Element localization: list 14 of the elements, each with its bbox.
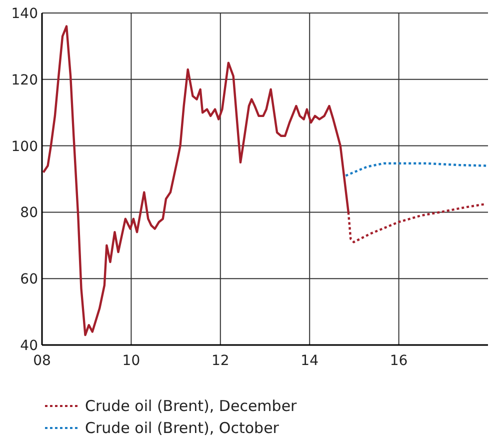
x-tick-label: 12	[211, 353, 230, 369]
legend-label: Crude oil (Brent), October	[85, 419, 280, 437]
x-tick-label: 08	[33, 353, 51, 369]
y-tick-label: 120	[11, 72, 38, 88]
legend-label: Crude oil (Brent), December	[85, 397, 298, 415]
x-tick-label: 16	[390, 353, 408, 369]
y-tick-label: 140	[11, 6, 38, 22]
y-tick-label: 80	[20, 205, 38, 222]
y-tick-label: 40	[20, 338, 38, 354]
y-tick-label: 60	[20, 272, 38, 288]
line-series	[344, 162, 488, 177]
x-tick-label: 14	[300, 353, 319, 369]
y-tick-label: 100	[11, 138, 38, 155]
x-tick-label: 10	[122, 353, 140, 369]
